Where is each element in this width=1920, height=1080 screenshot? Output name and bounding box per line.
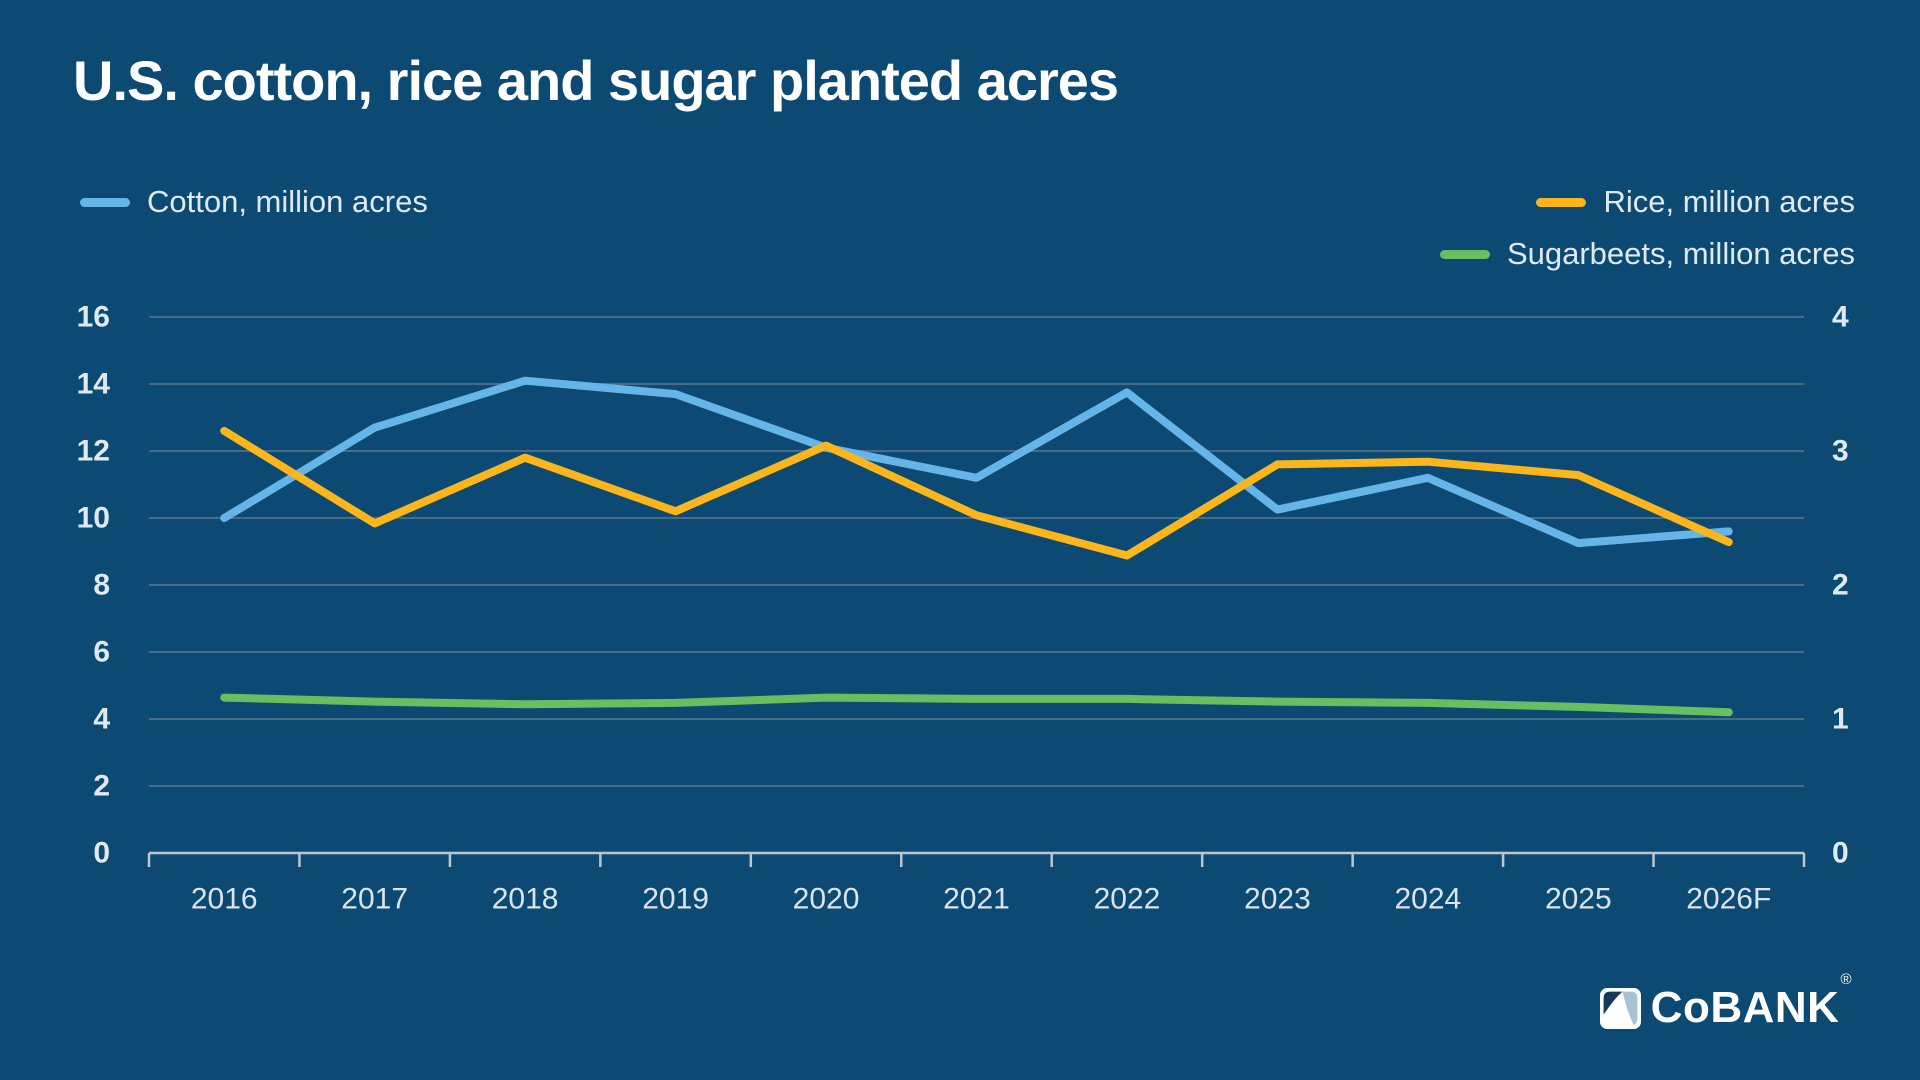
right-axis-label-3: 3 [1832,435,1849,468]
registered-mark: ® [1840,971,1852,988]
cobank-logo-icon [1599,987,1641,1029]
rice-legend-swatch [1536,197,1587,207]
rice-line [220,426,1733,560]
cotton-line [220,376,1733,548]
left-axis-label-4: 4 [93,703,110,736]
right-axis-label-1: 1 [1832,703,1849,736]
left-axis-label-2: 2 [93,770,110,803]
legend-item-cotton: Cotton, million acres [80,184,428,220]
left-axis-label-16: 16 [77,301,110,334]
x-axis-label-2021: 2021 [943,883,1010,916]
sugarbeets-legend-label: Sugarbeets, million acres [1506,236,1855,271]
x-axis-label-2025: 2025 [1545,883,1612,916]
left-axis-label-12: 12 [77,435,110,468]
x-axis-label-2019: 2019 [642,883,709,916]
left-axis-label-14: 14 [77,368,111,401]
legend-item-sugarbeets: Sugarbeets, million acres [1439,236,1855,272]
x-axis-label-2022: 2022 [1094,883,1161,916]
x-axis-label-2026F: 2026F [1686,883,1771,916]
left-axis-label-0: 0 [93,837,110,870]
right-axis-label-2: 2 [1832,569,1849,602]
cotton-legend-swatch [80,197,130,207]
right-axis-label-0: 0 [1832,837,1849,870]
x-axis-label-2024: 2024 [1394,883,1461,916]
logo-swoosh-lightblue [1622,991,1638,1025]
x-axis-label-2017: 2017 [341,883,408,916]
x-axis-label-2016: 2016 [191,883,258,916]
x-axis-label-2023: 2023 [1244,883,1311,916]
left-axis-label-6: 6 [93,636,110,669]
chart-title: U.S. cotton, rice and sugar planted acre… [73,49,1119,112]
left-axis-label-8: 8 [93,569,110,602]
right-axis-label-4: 4 [1832,301,1849,334]
legend-right: Rice, million acres Sugarbeets, million … [1439,184,1855,272]
left-axis-label-10: 10 [77,502,110,535]
cotton-legend-label: Cotton, million acres [147,184,428,219]
x-axis-label-2018: 2018 [492,883,559,916]
x-axis-label-2020: 2020 [793,883,860,916]
logo-swoosh-navy [1603,991,1623,1015]
legend-item-rice: Rice, million acres [1536,184,1855,220]
sugarbeets-line [220,693,1733,717]
cobank-logo-text: CoBANK® [1650,971,1852,1032]
cobank-logo: CoBANK® [1599,971,1852,1032]
sugarbeets-legend-swatch [1439,249,1490,259]
rice-legend-label: Rice, million acres [1603,184,1855,219]
